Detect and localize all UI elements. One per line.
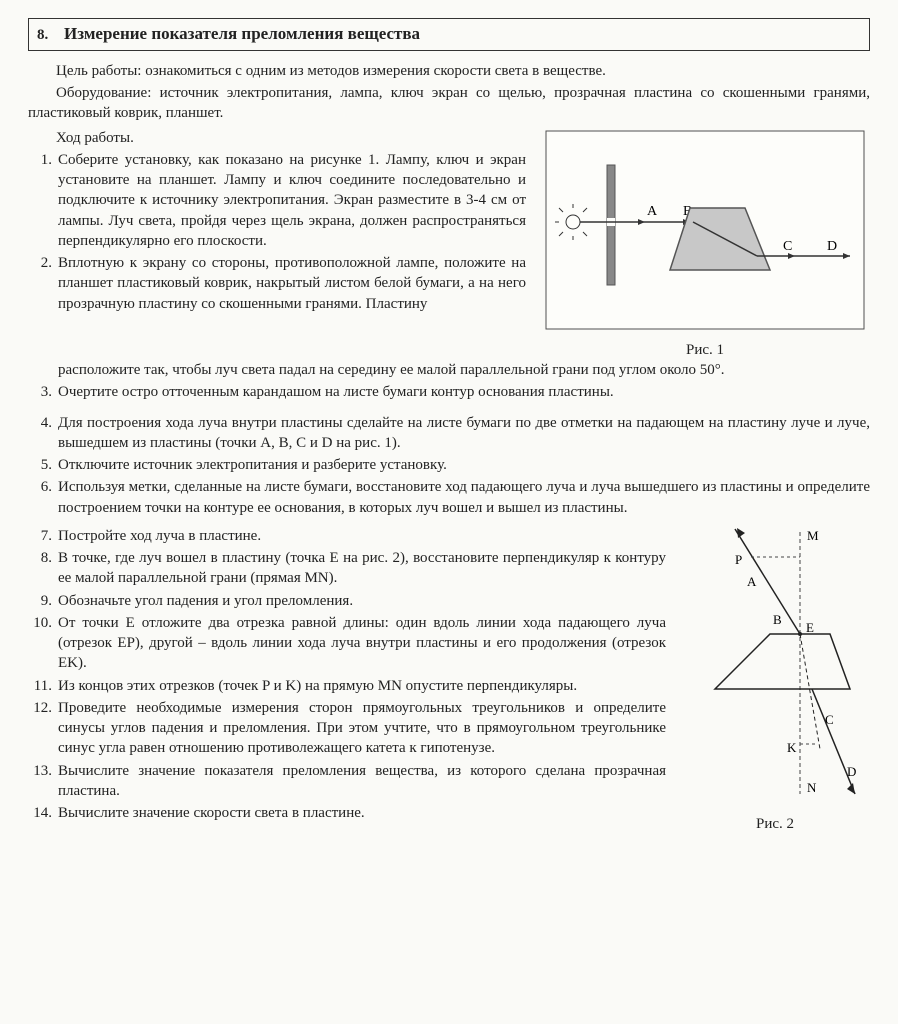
svg-text:P: P [735,552,742,567]
svg-text:C: C [783,239,792,254]
list-item: 14.Вычислите значение скорости света в п… [28,803,666,823]
section-title: Измерение показателя преломления веществ… [64,24,420,43]
svg-text:A: A [647,204,658,219]
title-box: 8. Измерение показателя преломления веще… [28,18,870,51]
steps-list-top: 1.Соберите установку, как показано на ри… [28,150,526,314]
svg-text:E: E [806,620,814,635]
steps-list-mid: 4.Для построения хода луча внутри пласти… [28,413,870,518]
procedure-label: Ход работы. [28,128,526,148]
svg-text:C: C [825,712,834,727]
list-item: 6.Используя метки, сделанные на листе бу… [28,477,870,518]
goal-text: Цель работы: ознакомиться с одним из мет… [28,61,870,81]
figure-1: A B C D [545,130,865,330]
svg-text:A: A [747,574,757,589]
section-number: 8. [37,27,48,43]
list-item: расположите так, чтобы луч света падал н… [28,360,870,380]
list-item: 9.Обозначьте угол падения и угол преломл… [28,591,666,611]
list-item: 8.В точке, где луч вошел в пластину (точ… [28,548,666,589]
list-item: 12.Проведите необходимые измерения сторо… [28,698,666,759]
list-item: 3.Очертите остро отточенным карандашом н… [28,382,870,402]
svg-text:K: K [787,740,797,755]
list-item: 2.Вплотную к экрану со стороны, противоп… [28,253,526,314]
list-item: 13.Вычислите значение показателя преломл… [28,761,666,802]
figure-1-caption: Рис. 1 [540,340,870,360]
list-item: 10.От точки E отложите два отрезка равно… [28,613,666,674]
list-item: 1.Соберите установку, как показано на ри… [28,150,526,251]
list-item: 7.Постройте ход луча в пластине. [28,526,666,546]
svg-text:B: B [773,612,782,627]
figure-2-caption: Рис. 2 [680,814,870,834]
svg-text:D: D [847,764,856,779]
list-item: 4.Для построения хода луча внутри пласти… [28,413,870,454]
steps-list-mid2: 7.Постройте ход луча в пластине. 8.В точ… [28,526,666,824]
figure-2: M N P A B E K C D [685,524,865,804]
steps-list-cont: расположите так, чтобы луч света падал н… [28,360,870,403]
svg-text:N: N [807,780,817,795]
equipment-text: Оборудование: источник электропитания, л… [28,83,870,124]
svg-text:M: M [807,528,819,543]
list-item: 11.Из концов этих отрезков (точек P и K)… [28,676,666,696]
list-item: 5.Отключите источник электропитания и ра… [28,455,870,475]
svg-text:D: D [827,239,837,254]
